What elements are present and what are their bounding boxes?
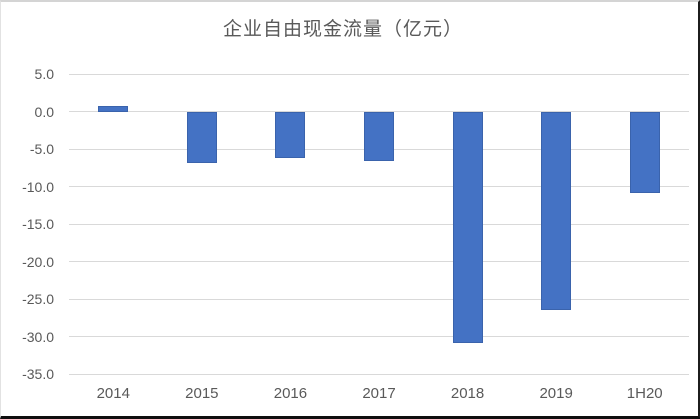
- gridline: [69, 336, 689, 337]
- bar-2019: [541, 111, 572, 310]
- bar-2017: [364, 111, 394, 161]
- bar-2015: [186, 111, 217, 164]
- x-axis-tick-label: 2014: [96, 385, 130, 402]
- bar-2016: [275, 111, 306, 158]
- gridline: [69, 298, 689, 300]
- bar-1H20: [629, 111, 660, 194]
- y-axis-tick-label: -10.0: [22, 178, 54, 195]
- y-axis-tick-label: -25.0: [22, 291, 54, 307]
- x-axis-tick-label: 1H20: [626, 385, 663, 402]
- bar-2018: [452, 111, 483, 344]
- x-axis-tick-label: 2017: [362, 385, 396, 402]
- gridline: [69, 373, 689, 375]
- x-axis-tick-label: 2015: [185, 385, 219, 402]
- y-axis-tick-label: -5.0: [29, 141, 54, 157]
- gridline: [69, 223, 689, 225]
- y-axis-tick-label: 0.0: [34, 103, 54, 120]
- y-axis-tick-label: -35.0: [22, 366, 54, 382]
- y-axis-tick-label: -30.0: [22, 328, 54, 345]
- x-axis-tick-label: 2016: [273, 385, 308, 402]
- y-axis-tick-label: -15.0: [22, 216, 54, 232]
- x-axis-tick-label: 2018: [450, 385, 485, 402]
- x-axis-tick-label: 2019: [539, 385, 573, 402]
- chart-title: 企业自由现金流量（亿元）: [222, 19, 463, 40]
- bar-2014: [98, 105, 129, 112]
- y-axis-tick-label: -20.0: [22, 253, 54, 270]
- y-axis-tick-label: 5.0: [34, 66, 54, 82]
- gridline: [69, 73, 689, 75]
- gridline: [69, 186, 689, 187]
- gridline: [69, 261, 689, 262]
